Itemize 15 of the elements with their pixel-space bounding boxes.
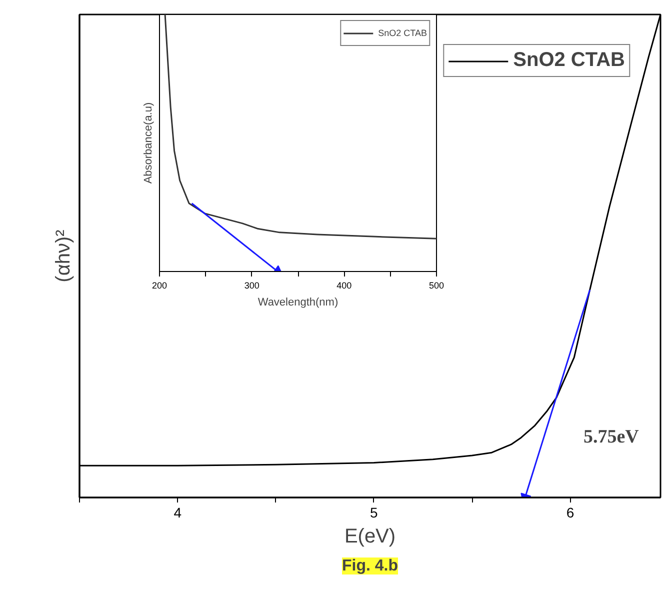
legend-label: SnO2 CTAB (378, 28, 427, 38)
legend-label: SnO2 CTAB (513, 49, 625, 72)
x-tick-label: 5 (370, 504, 378, 520)
x-tick-label: 500 (428, 280, 444, 290)
x-tick-label: 6 (566, 504, 574, 520)
caption: Fig. 4.b (342, 558, 398, 574)
x-axis-title: E(eV) (344, 526, 396, 548)
y-axis-title: Absorbance(a.u) (142, 102, 154, 184)
x-tick-label: 200 (152, 280, 168, 290)
x-tick-label: 400 (336, 280, 352, 290)
annotation: 5.75eV (584, 426, 640, 448)
x-tick-label: 300 (244, 280, 260, 290)
x-axis-title: Wavelength(nm) (258, 296, 338, 308)
x-tick-label: 4 (174, 504, 182, 520)
y-axis-title: (αhν)² (52, 229, 74, 282)
